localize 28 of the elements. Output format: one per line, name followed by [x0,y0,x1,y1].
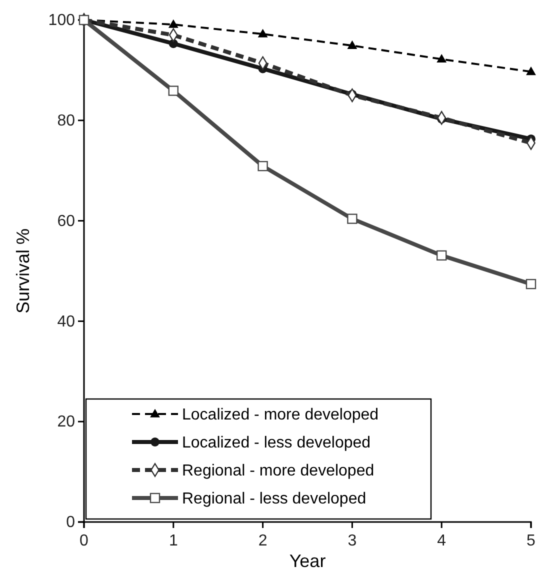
legend-label: Regional - more developed [182,462,374,480]
point [168,86,178,96]
point [168,19,178,28]
y-tick-label: 0 [66,514,76,532]
legend-label: Localized - less developed [182,434,371,452]
point [258,28,268,38]
x-tick-label: 5 [526,532,536,550]
legend-label: Localized - more developed [182,406,379,424]
x-tick-label: 3 [348,532,357,550]
x-tick-label: 4 [437,532,446,550]
x-tick-label: 2 [258,532,268,550]
point [347,40,358,49]
point [436,250,447,261]
y-tick-label: 80 [57,112,76,130]
x-tick-label: 1 [168,532,178,550]
y-tick-label: 40 [57,313,76,330]
y-axis-title: Survival % [13,228,33,314]
point [526,66,536,76]
x-tick-label: 0 [80,532,89,550]
point [347,214,358,224]
y-tick-label: 20 [57,414,76,431]
legend-label: Regional - less developed [182,490,366,508]
y-tick-label: 60 [57,212,76,230]
y-tick-label: 100 [48,12,76,30]
x-axis-title: Year [289,551,326,571]
point [436,54,447,63]
point [526,278,536,290]
point [258,160,268,172]
